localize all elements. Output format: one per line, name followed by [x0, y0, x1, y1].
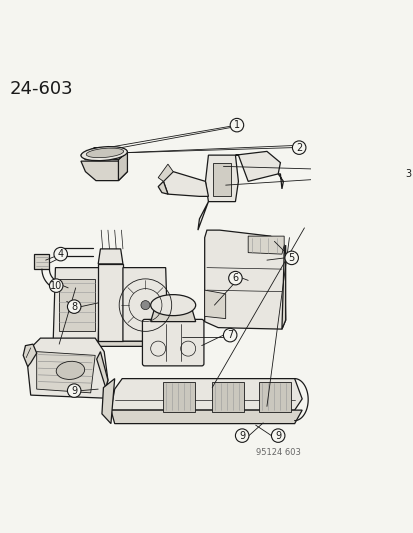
- Circle shape: [67, 300, 81, 313]
- Polygon shape: [278, 174, 283, 189]
- Polygon shape: [81, 161, 127, 181]
- Circle shape: [401, 167, 413, 181]
- Polygon shape: [197, 201, 208, 230]
- FancyBboxPatch shape: [142, 319, 204, 366]
- Ellipse shape: [86, 148, 123, 158]
- Text: 10: 10: [50, 280, 62, 290]
- Polygon shape: [204, 290, 225, 319]
- Text: 5: 5: [288, 253, 294, 263]
- Text: 95124 603: 95124 603: [255, 448, 300, 457]
- Polygon shape: [28, 338, 108, 398]
- Text: 1: 1: [233, 120, 240, 130]
- Polygon shape: [98, 249, 123, 264]
- Polygon shape: [59, 279, 95, 332]
- Text: 8: 8: [71, 302, 77, 312]
- Circle shape: [235, 429, 248, 442]
- Text: 7: 7: [226, 330, 233, 340]
- Polygon shape: [163, 172, 208, 196]
- Polygon shape: [205, 155, 238, 201]
- Polygon shape: [150, 309, 195, 321]
- Circle shape: [140, 301, 150, 310]
- Polygon shape: [111, 378, 301, 410]
- Text: 9: 9: [239, 431, 244, 441]
- Polygon shape: [163, 382, 195, 411]
- Polygon shape: [118, 152, 127, 181]
- Polygon shape: [111, 410, 301, 424]
- Polygon shape: [23, 344, 37, 367]
- Text: 9: 9: [71, 385, 77, 395]
- Circle shape: [271, 429, 284, 442]
- Text: 2: 2: [295, 143, 301, 152]
- Polygon shape: [158, 181, 168, 194]
- Circle shape: [54, 247, 67, 261]
- Polygon shape: [259, 382, 290, 411]
- Text: 3: 3: [405, 169, 411, 179]
- Text: 4: 4: [57, 249, 64, 259]
- Polygon shape: [97, 352, 108, 387]
- Polygon shape: [123, 268, 168, 341]
- Polygon shape: [81, 148, 123, 159]
- Polygon shape: [204, 230, 285, 329]
- Polygon shape: [212, 382, 243, 411]
- Ellipse shape: [150, 295, 195, 316]
- Ellipse shape: [81, 147, 127, 160]
- Polygon shape: [102, 378, 114, 424]
- Polygon shape: [281, 245, 285, 329]
- Text: 6: 6: [232, 273, 238, 283]
- Polygon shape: [34, 254, 49, 269]
- Text: 24-603: 24-603: [9, 80, 73, 98]
- Circle shape: [223, 328, 236, 342]
- Polygon shape: [247, 236, 283, 254]
- Polygon shape: [158, 164, 173, 181]
- Polygon shape: [52, 341, 171, 346]
- Ellipse shape: [56, 361, 84, 379]
- Circle shape: [292, 141, 305, 155]
- Polygon shape: [53, 268, 100, 341]
- Circle shape: [49, 279, 63, 293]
- Polygon shape: [37, 352, 95, 393]
- Polygon shape: [212, 163, 230, 196]
- Polygon shape: [235, 151, 280, 181]
- Circle shape: [228, 271, 242, 285]
- Circle shape: [67, 384, 81, 398]
- Circle shape: [284, 251, 298, 264]
- Text: 9: 9: [275, 431, 280, 441]
- Polygon shape: [98, 264, 123, 341]
- Circle shape: [230, 118, 243, 132]
